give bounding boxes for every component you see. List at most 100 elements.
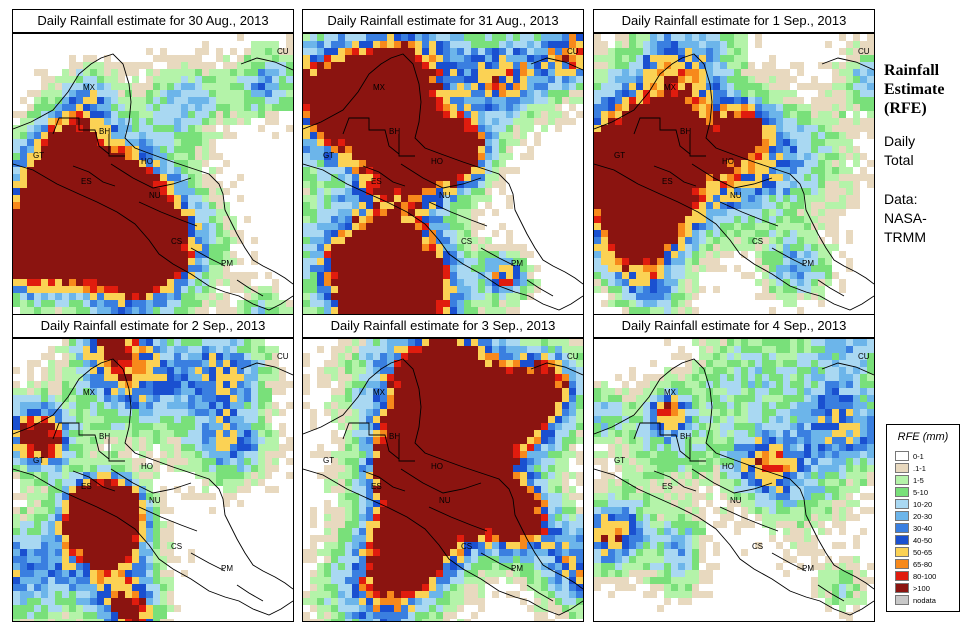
legend-swatch xyxy=(895,523,909,533)
legend-swatch xyxy=(895,535,909,545)
country-border xyxy=(526,584,554,602)
side-sub-line1: Daily xyxy=(884,133,916,149)
rainfall-map: MX BH GT HO ES NU CS PM CU xyxy=(12,338,294,622)
cuba-coast xyxy=(240,57,293,71)
legend-label: 10-20 xyxy=(913,500,933,509)
country-border xyxy=(691,468,773,494)
country-label: ES xyxy=(371,482,382,491)
rfe-legend: RFE (mm) 0-1 .1-1 1-5 5-10 10-20 20-30 30-40 40… xyxy=(886,424,960,612)
country-label: HO xyxy=(722,462,734,471)
rainfall-cells xyxy=(13,339,293,621)
rainfall-field: MX BH GT HO ES NU CS PM CU xyxy=(13,339,293,621)
legend-label: 50-65 xyxy=(913,548,933,557)
country-label: CS xyxy=(752,542,763,551)
country-label: BH xyxy=(99,432,110,441)
country-border xyxy=(72,165,116,187)
country-border xyxy=(52,117,110,155)
country-border xyxy=(653,470,697,492)
coastline-pacific xyxy=(13,468,293,616)
country-label: PM xyxy=(802,259,814,268)
country-border xyxy=(398,134,415,157)
map-panel-4: Daily Rainfall estimate for 2 Sep., 2013… xyxy=(12,314,294,622)
legend-label: 20-30 xyxy=(913,512,933,521)
country-label: PM xyxy=(221,564,233,573)
coastline xyxy=(303,53,583,285)
country-border xyxy=(691,163,773,189)
legend-swatch xyxy=(895,487,909,497)
rainfall-map: MX BH GT HO ES NU CS PM CU xyxy=(593,338,875,622)
legend-swatch xyxy=(895,463,909,473)
country-border xyxy=(633,117,691,155)
country-label: MX xyxy=(373,388,386,397)
country-border xyxy=(817,584,845,602)
rainfall-field: MX BH GT HO ES NU CS PM CU xyxy=(594,339,874,621)
legend-label: 40-50 xyxy=(913,536,933,545)
country-border xyxy=(633,422,691,460)
rainfall-field: MX BH GT HO ES NU CS PM CU xyxy=(303,339,583,621)
rainfall-map: MX BH GT HO ES NU CS PM CU xyxy=(302,338,584,622)
country-label: CS xyxy=(752,237,763,246)
country-label: ES xyxy=(81,177,92,186)
panel-title: Daily Rainfall estimate for 31 Aug., 201… xyxy=(302,9,584,33)
country-label: CU xyxy=(858,352,870,361)
rainfall-field: MX BH GT HO ES NU CS PM CU xyxy=(13,34,293,316)
country-label: ES xyxy=(371,177,382,186)
country-border xyxy=(653,165,697,187)
rainfall-cells xyxy=(594,34,874,316)
country-border xyxy=(428,506,488,532)
country-label: HO xyxy=(431,462,443,471)
cuba-coast xyxy=(821,57,874,71)
country-label: BH xyxy=(680,127,691,136)
panel-title: Daily Rainfall estimate for 2 Sep., 2013 xyxy=(12,314,294,338)
country-label: PM xyxy=(511,259,523,268)
map-panel-1: Daily Rainfall estimate for 30 Aug., 201… xyxy=(12,9,294,317)
legend-swatch xyxy=(895,451,909,461)
legend-swatch xyxy=(895,547,909,557)
country-border xyxy=(190,247,226,267)
coastline-pacific xyxy=(303,468,583,616)
side-title-line3: (RFE) xyxy=(884,100,927,117)
country-label: CU xyxy=(567,47,579,56)
rainfall-cells xyxy=(303,339,583,621)
legend-swatch xyxy=(895,499,909,509)
side-sub-line2: Total xyxy=(884,152,914,168)
country-border xyxy=(817,279,845,297)
country-label: MX xyxy=(83,83,96,92)
legend-swatch xyxy=(895,583,909,593)
legend-label: .1-1 xyxy=(913,464,926,473)
legend-title: RFE (mm) xyxy=(897,431,949,443)
map-panel-2: Daily Rainfall estimate for 31 Aug., 201… xyxy=(302,9,584,317)
panel-title: Daily Rainfall estimate for 4 Sep., 2013 xyxy=(593,314,875,338)
country-label: GT xyxy=(614,456,625,465)
country-border xyxy=(398,439,415,462)
rainfall-cells xyxy=(303,34,583,316)
country-label: NU xyxy=(149,496,161,505)
country-border xyxy=(362,470,406,492)
country-label: BH xyxy=(389,127,400,136)
country-border xyxy=(362,165,406,187)
country-label: NU xyxy=(730,496,742,505)
country-border xyxy=(108,134,125,157)
coastline xyxy=(303,358,583,590)
country-label: HO xyxy=(141,462,153,471)
country-label: GT xyxy=(614,151,625,160)
legend-swatch xyxy=(895,475,909,485)
country-label: BH xyxy=(389,432,400,441)
legend-swatch xyxy=(895,511,909,521)
country-label: MX xyxy=(373,83,386,92)
country-border xyxy=(400,468,482,494)
coastline-pacific xyxy=(594,163,874,311)
coastline xyxy=(13,53,293,285)
country-label: GT xyxy=(33,151,44,160)
rainfall-map: MX BH GT HO ES NU CS PM CU xyxy=(302,33,584,317)
legend-label: 1-5 xyxy=(913,476,924,485)
legend-swatch xyxy=(895,571,909,581)
country-border xyxy=(108,439,125,462)
map-panel-5: Daily Rainfall estimate for 3 Sep., 2013… xyxy=(302,314,584,622)
country-border xyxy=(771,247,807,267)
country-label: ES xyxy=(662,177,673,186)
country-label: GT xyxy=(323,151,334,160)
country-border xyxy=(400,163,482,189)
side-title-line2: Estimate xyxy=(884,81,945,98)
country-label: ES xyxy=(81,482,92,491)
